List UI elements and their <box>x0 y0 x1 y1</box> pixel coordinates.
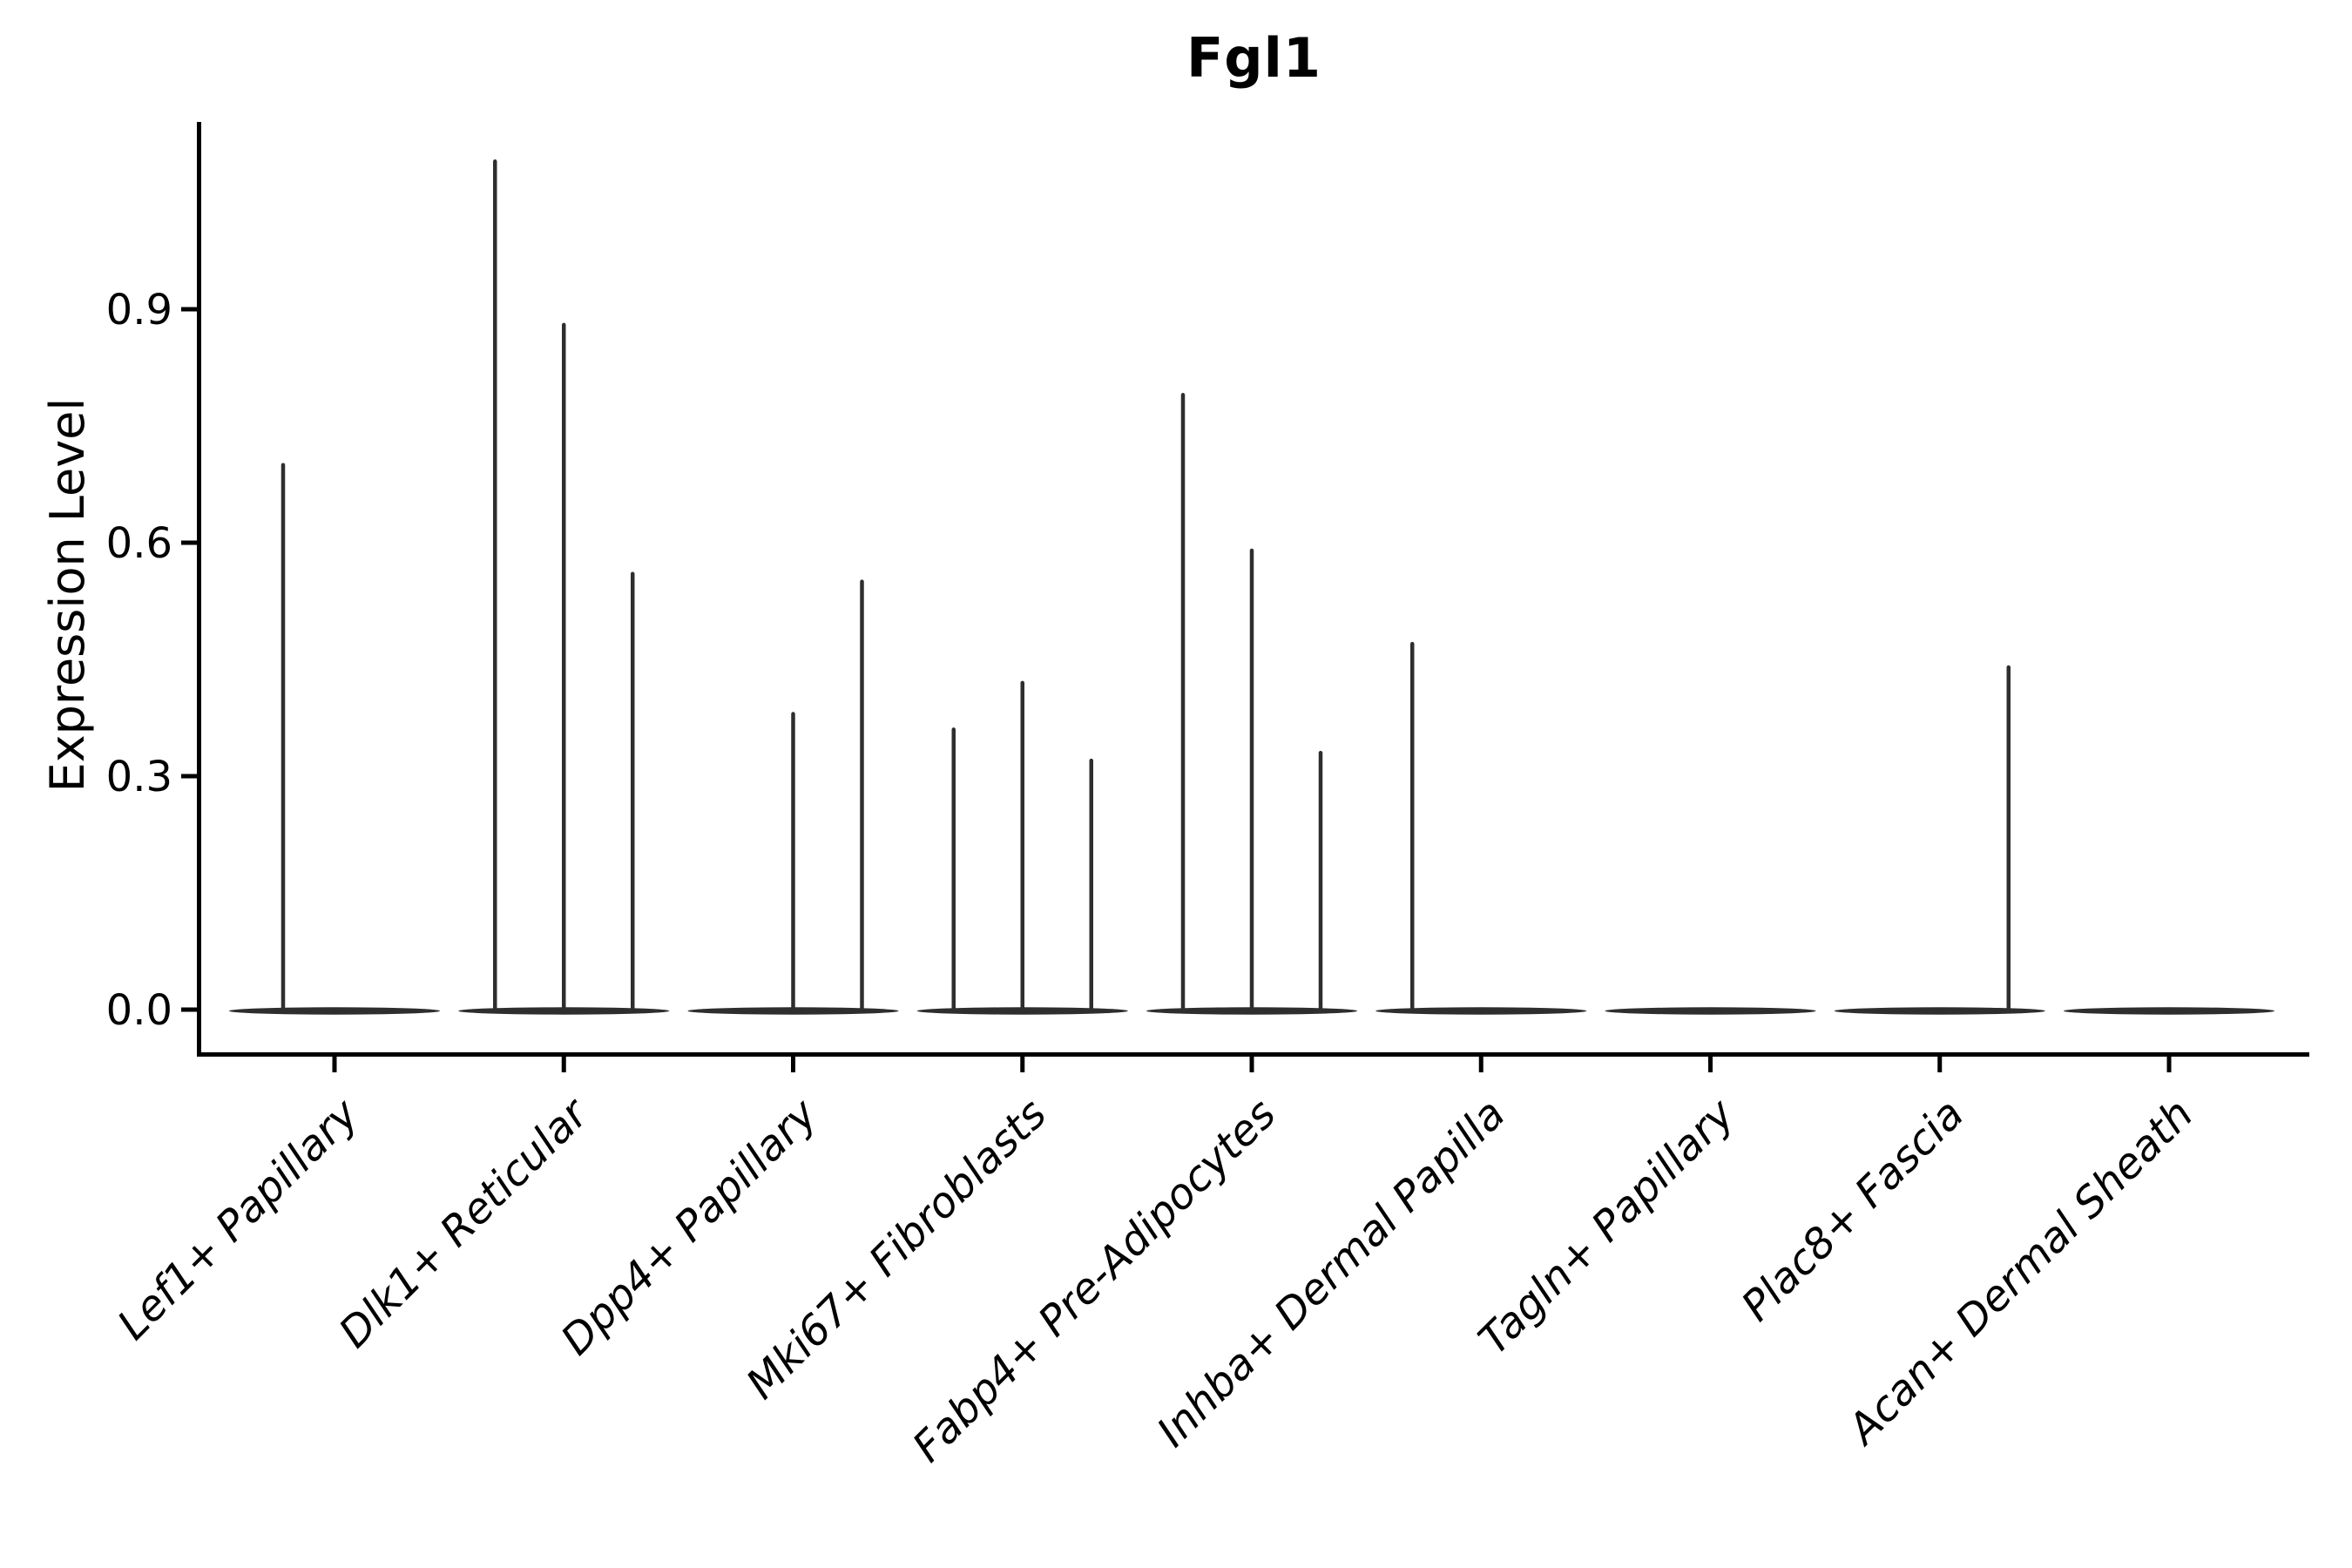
y-tick-label: 0.3 <box>106 753 172 801</box>
violin-body <box>2064 1007 2274 1015</box>
violin-body <box>1375 1007 1587 1015</box>
x-category-label: Plac8+ Fascia <box>1733 1090 1974 1331</box>
x-category-label: Tagln+ Papillary <box>1470 1089 1745 1364</box>
y-tick-label: 0.6 <box>106 519 172 568</box>
chart-title: Fgl1 <box>1186 26 1322 90</box>
x-category-label: Lef1+ Papillary <box>108 1089 368 1349</box>
violin-body <box>1834 1007 2045 1015</box>
y-tick-label: 0.9 <box>106 286 172 335</box>
x-category-label: Fabp4+ Pre-Adipocytes <box>903 1090 1286 1472</box>
violin-body <box>229 1007 440 1015</box>
x-category-label: Dpp4+ Papillary <box>551 1089 827 1364</box>
violin-body <box>1605 1007 1816 1015</box>
y-tick-label: 0.0 <box>106 986 172 1035</box>
x-category-label: Dlk1+ Reticular <box>330 1088 600 1358</box>
